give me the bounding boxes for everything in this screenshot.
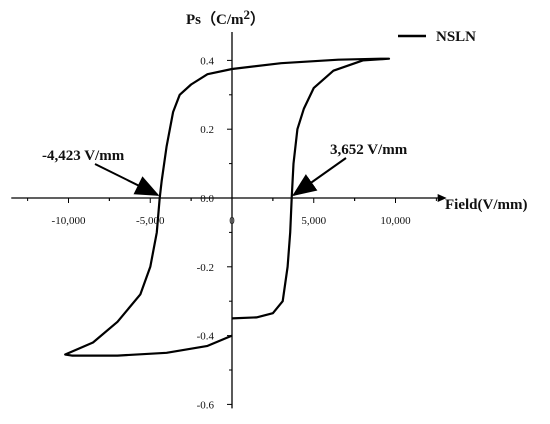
annotation-label-left: -4,423 V/mm (42, 148, 125, 164)
y-tick-label: -0.6 (197, 399, 215, 411)
x-axis-arrow (437, 194, 447, 202)
x-tick-label: 10,000 (380, 215, 411, 227)
series-group (64, 57, 391, 357)
y-tick-label: -0.2 (197, 262, 214, 274)
tick-group: -10,000 -5,000 0 5,000 10,000 0.4 0.2 0.0 -0.2 -0… (27, 55, 437, 411)
series-line-nsln (64, 57, 391, 357)
x-tick-label: 0 (229, 215, 235, 227)
axis-titles: Ps（C/m2） Field(V/mm) (186, 7, 527, 213)
y-axis-title: Ps（C/m2） (186, 7, 265, 28)
legend: NSLN (398, 29, 476, 45)
x-tick-label: -5,000 (136, 215, 165, 227)
x-axis-title: Field(V/mm) (445, 197, 527, 213)
y-tick-label: -0.4 (197, 331, 215, 343)
annotation-arrow-right (292, 157, 347, 197)
y-tick-label: 0.2 (200, 124, 214, 136)
y-tick-label: 0.0 (200, 193, 214, 205)
annotation-arrow-left (94, 163, 160, 196)
legend-label: NSLN (436, 29, 476, 45)
annotation-group: -4,423 V/mm 3,652 V/mm (42, 142, 408, 197)
x-tick-label: -10,000 (52, 215, 86, 227)
x-tick-label: 5,000 (301, 215, 326, 227)
y-tick-label: 0.4 (200, 55, 214, 67)
annotation-label-right: 3,652 V/mm (330, 142, 408, 158)
